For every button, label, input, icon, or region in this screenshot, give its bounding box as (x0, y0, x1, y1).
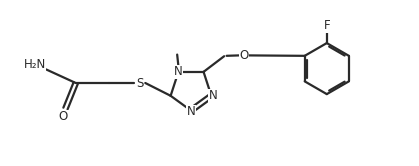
Text: N: N (209, 89, 217, 102)
Text: N: N (174, 65, 183, 78)
Text: N: N (186, 105, 195, 118)
Text: F: F (323, 19, 330, 32)
Text: H₂N: H₂N (23, 58, 46, 71)
Text: O: O (59, 110, 68, 123)
Text: S: S (136, 77, 143, 89)
Text: O: O (239, 49, 248, 62)
